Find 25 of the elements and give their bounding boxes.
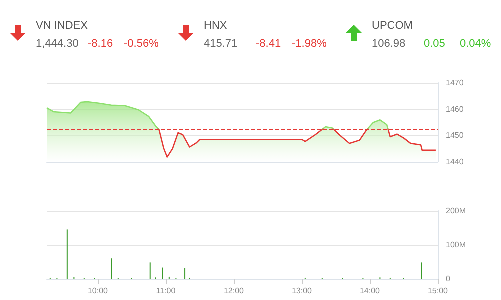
y-tick-label: 100M (446, 240, 466, 250)
y-tick-label: 200M (446, 206, 466, 216)
text: 1,444.30 (36, 38, 79, 50)
y-tick-label: 1450 (446, 131, 464, 140)
data-label: -8.41 (256, 38, 282, 50)
x-tick-label: 11:00 (156, 286, 176, 296)
x-tick-label: 15:00 (428, 286, 449, 296)
text: HNX (204, 20, 228, 32)
text: VN INDEX (36, 20, 88, 32)
text: 106.98 (372, 38, 406, 50)
y-tick-label: 1460 (446, 104, 464, 114)
text: 0.04% (460, 38, 492, 50)
data-label: 0.05 (424, 38, 446, 50)
y-tick-label: 0 (446, 274, 451, 284)
x-tick-label: 14:00 (360, 286, 381, 296)
x-tick-label: 13:00 (292, 286, 313, 296)
text: 415.71 (204, 38, 238, 50)
x-tick-label: 10:00 (88, 286, 109, 296)
x-tick-label: 12:00 (224, 286, 245, 296)
text: -0.56% (124, 38, 159, 50)
text: -1.98% (292, 38, 327, 50)
y-tick-label: 1440 (446, 158, 464, 166)
data-label: -8.16 (88, 38, 114, 50)
y-tick-label: 1470 (446, 78, 464, 88)
text: UPCOM (372, 20, 413, 32)
